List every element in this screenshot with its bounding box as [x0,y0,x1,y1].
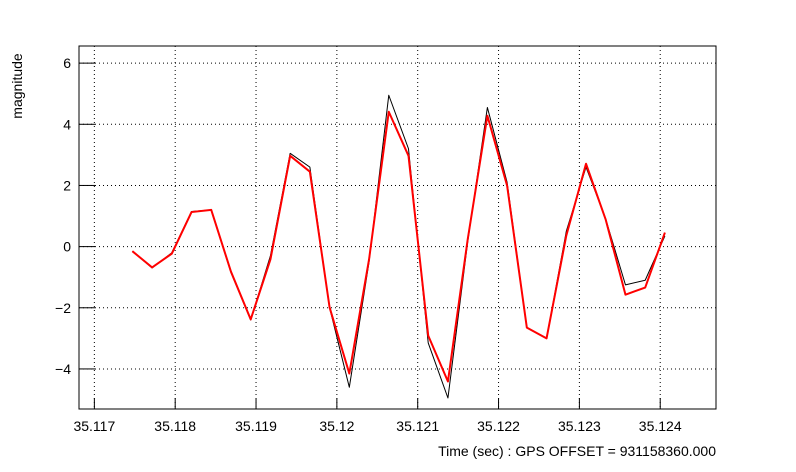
y-tick-label: −2 [55,300,71,316]
x-tick-label: 35.121 [396,418,439,434]
plot-frame [78,45,717,410]
x-tick-label: 35.117 [73,418,115,434]
x-tick-label: 35.123 [558,418,601,434]
y-tick-label: 2 [63,177,71,193]
x-tick-label: 35.122 [477,418,520,434]
y-tick-label: −4 [55,361,71,377]
y-axis-label: magnitude [9,53,25,119]
x-tick-label: 35.124 [639,418,682,434]
y-tick-label: 4 [63,116,71,132]
series-line [131,110,666,383]
y-tick-label: 6 [63,55,71,71]
x-tick-label: 35.119 [235,418,277,434]
x-tick-label: 35.12 [319,418,354,434]
x-tick-label: 35.118 [154,418,196,434]
y-tick-label: 0 [63,239,71,255]
x-axis-label: Time (sec) : GPS OFFSET = 931158360.000 [438,443,716,459]
